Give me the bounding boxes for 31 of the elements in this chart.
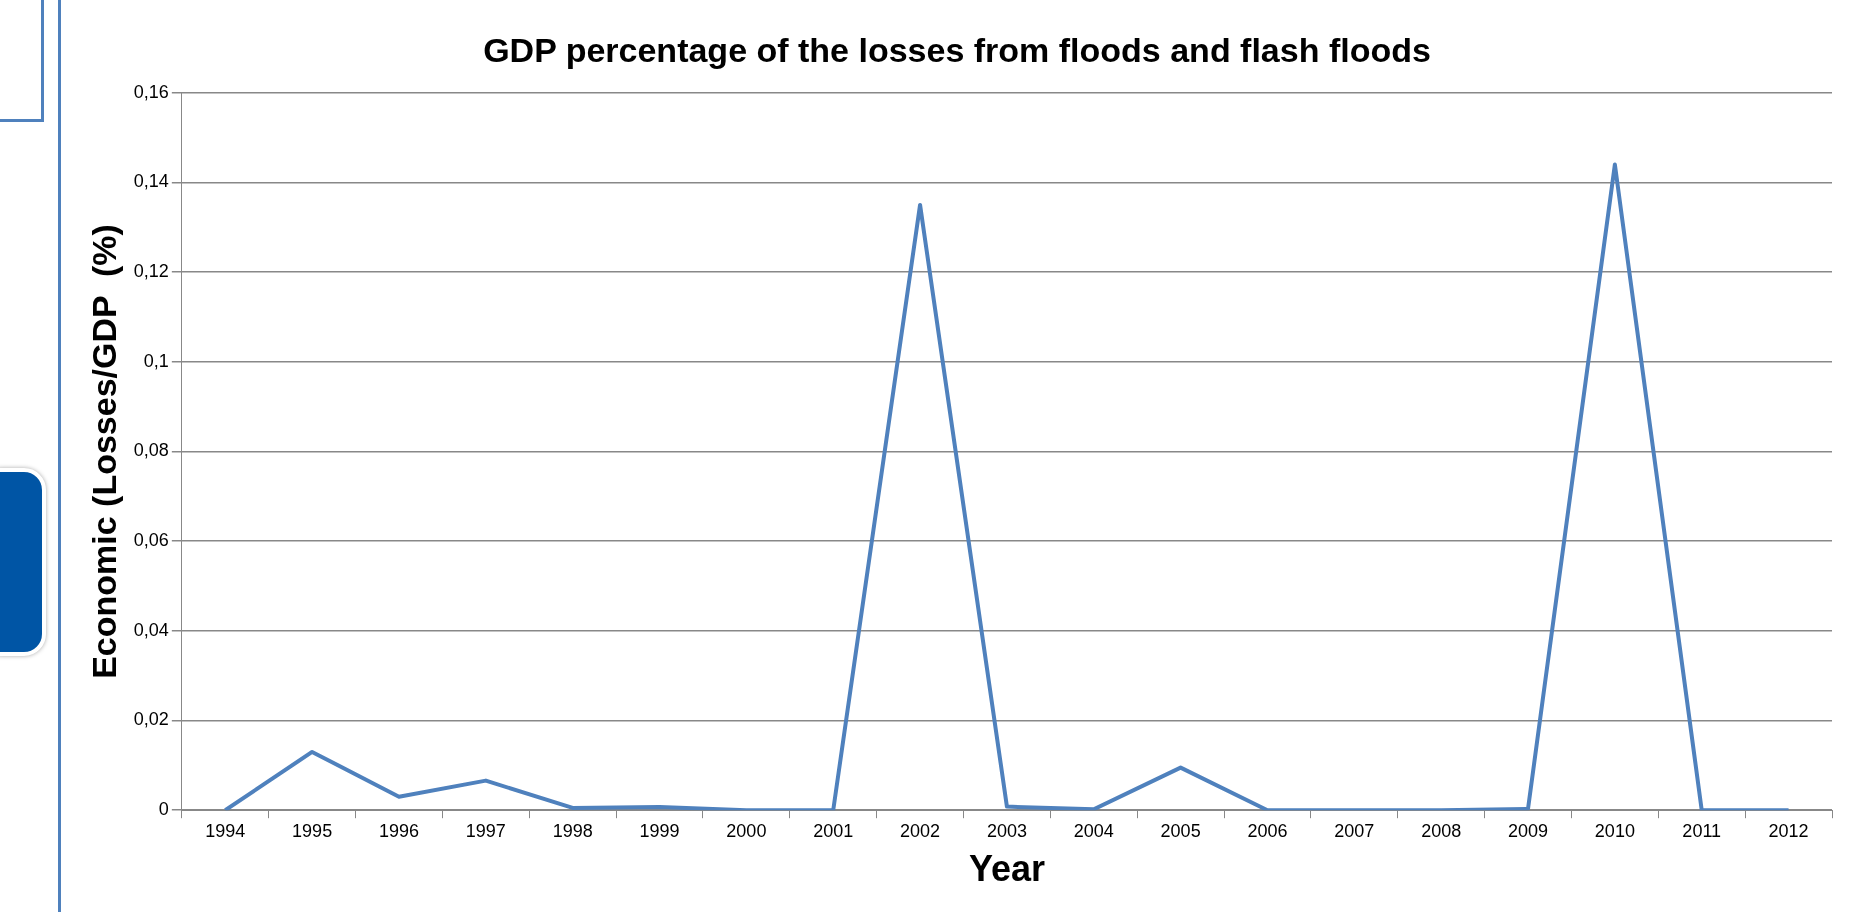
x-tick-label: 1995 — [292, 820, 333, 841]
x-tick-label: 1996 — [378, 820, 419, 841]
x-tick-label: 1998 — [552, 820, 593, 841]
x-tick-label: 2005 — [1160, 820, 1201, 841]
x-tick-label: 2011 — [1682, 820, 1722, 841]
chart-title: GDP percentage of the losses from floods and flash floods — [483, 30, 1431, 69]
y-tick-label: 0,04 — [133, 619, 169, 640]
x-tick-label: 2006 — [1247, 820, 1288, 841]
x-tick-label: 2010 — [1594, 820, 1635, 841]
x-tick-label: 2007 — [1334, 820, 1375, 841]
y-tick-label: 0,16 — [133, 81, 169, 102]
x-tick-label: 2002 — [900, 820, 941, 841]
y-tick-label: 0,02 — [133, 709, 169, 730]
y-tick-label: 0,12 — [133, 261, 169, 282]
x-tick-label: 2000 — [726, 820, 767, 841]
x-tick-label: 2001 — [813, 820, 854, 841]
y-tick-label: 0,08 — [133, 440, 169, 461]
x-axis-title: Year — [968, 848, 1045, 890]
y-axis-title: Economic (Losses/GDP (%) — [84, 224, 123, 679]
x-tick-label: 2012 — [1768, 820, 1809, 841]
x-tick-label: 2008 — [1421, 820, 1462, 841]
x-tick-label: 2004 — [1073, 820, 1114, 841]
y-tick-label: 0,1 — [143, 350, 169, 371]
x-tick-label: 1994 — [205, 820, 246, 841]
x-tick-label: 1997 — [465, 820, 506, 841]
y-tick-label: 0,14 — [133, 171, 169, 192]
x-tick-label: 1999 — [639, 820, 680, 841]
x-tick-label: 2003 — [986, 820, 1027, 841]
y-tick-label: 0,06 — [133, 530, 169, 551]
y-tick-label: 0 — [158, 799, 169, 820]
x-tick-label: 2009 — [1508, 820, 1549, 841]
